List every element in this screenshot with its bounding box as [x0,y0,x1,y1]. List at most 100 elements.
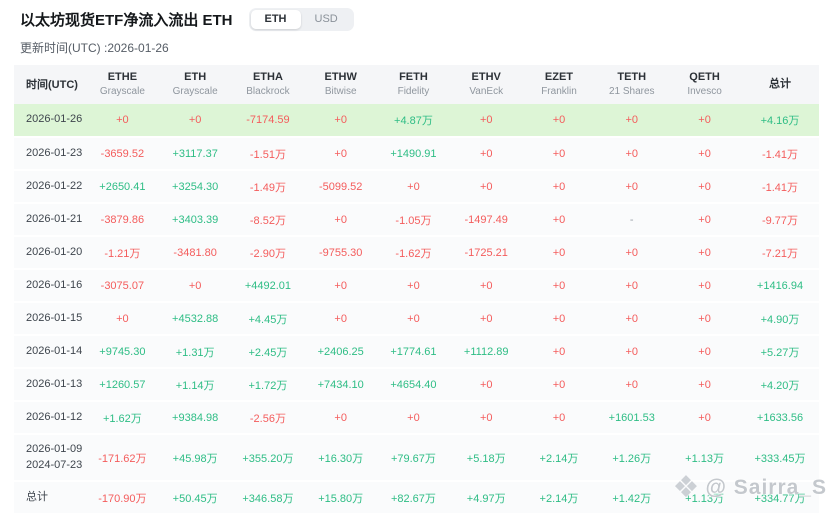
column-header-EZET: EZET Franklin [523,65,596,104]
flow-value-cell: +1416.94 [741,269,819,304]
flow-value-cell: +0 [304,203,378,238]
flow-value-cell: +0 [668,137,741,172]
flow-value-cell: +355.20万 [231,434,305,483]
flow-value-cell: -3659.52 [86,137,159,172]
flow-value-cell: +1.13万 [668,481,741,515]
flow-value-cell: +0 [522,401,596,436]
flow-value-cell: +0 [449,104,523,139]
flow-value-cell: -2.56万 [231,401,305,436]
table-row: 2026-01-16 -3075.07 +0 +4492.01 +0 +0 +0 +0 +0 +0… [14,269,819,304]
flow-value-cell: +1260.57 [86,368,159,403]
flow-value-cell: +9384.98 [158,401,232,436]
column-ticker: ETHW [324,71,357,83]
table-row: 2026-01-20 -1.21万 -3481.80 -2.90万 -9755.30 -1… [14,236,819,271]
flow-value-cell: +82.67万 [377,481,450,515]
flow-value-cell: -1.21万 [86,236,159,271]
column-header-FETH: FETH Fidelity [377,65,450,104]
flow-value-cell: +5.27万 [741,335,819,370]
column-ticker: ETHA [252,71,283,83]
flow-value-cell: +0 [449,401,523,436]
flow-value-cell: +7434.10 [304,368,378,403]
flow-value-cell: +4.20万 [741,368,819,403]
table-header-row: 时间(UTC) ETHE Grayscale ETH Grayscale ETHA Bla… [14,65,819,105]
flow-value-cell: +0 [304,104,378,139]
column-issuer: Bitwise [324,86,357,98]
column-ticker: QETH [689,71,720,83]
column-header-time: 时间(UTC) [26,79,78,92]
flow-value-cell: +0 [595,104,669,139]
flow-value-cell: -9.77万 [741,203,819,238]
flow-value-cell: +9745.30 [86,335,159,370]
row-date: 2026-01-15 [14,302,86,337]
column-header-ETH: ETH Grayscale [159,65,232,104]
toggle-eth-button[interactable]: ETH [250,10,301,29]
flow-value-cell: +1.72万 [231,368,305,403]
flow-value-cell: +0 [449,368,523,403]
flow-value-cell: -7.21万 [741,236,819,271]
column-issuer: Fidelity [397,86,430,98]
flow-value-cell: +346.58万 [231,481,305,515]
flow-value-cell: +0 [86,104,159,139]
flow-value-cell: +1490.91 [377,137,450,172]
table-row: 2026-01-23 -3659.52 +3117.37 -1.51万 +0 +1490.… [14,137,819,172]
column-issuer: Blackrock [246,86,290,98]
flow-value-cell: +1.42万 [595,481,669,515]
column-issuer: VanEck [469,86,504,98]
flow-value-cell: +3403.39 [158,203,232,238]
column-header-总计: 总计 [741,65,819,104]
row-date: 2026-01-12 [14,401,86,436]
flow-value-cell: -5099.52 [304,170,378,205]
flow-value-cell: +5.18万 [449,434,523,483]
flow-value-cell: +79.67万 [377,434,450,483]
toggle-usd-button[interactable]: USD [301,10,352,29]
flow-value-cell: +0 [668,269,741,304]
flow-value-cell: +2.14万 [522,481,596,515]
row-date: 2026-01-22 [14,170,86,205]
row-date: 2026-01-13 [14,368,86,403]
flow-value-cell: +0 [304,269,378,304]
unit-toggle: ETH USD [248,8,354,31]
flow-value-cell: +0 [595,170,669,205]
flow-value-cell: -1725.21 [449,236,523,271]
row-date: 2026-01-21 [14,203,86,238]
flow-value-cell: -170.90万 [86,481,159,515]
flow-value-cell: +0 [595,368,669,403]
flow-value-cell: +0 [449,302,523,337]
flow-value-cell: +4654.40 [377,368,450,403]
flow-value-cell: +4492.01 [231,269,305,304]
column-issuer: Invesco [687,86,722,98]
flow-value-cell: +4532.88 [158,302,232,337]
flow-value-cell: +0 [377,302,450,337]
flow-value-cell: +0 [449,269,523,304]
flow-value-cell: +4.90万 [741,302,819,337]
flow-value-cell: +0 [595,335,669,370]
flow-value-cell: +0 [595,269,669,304]
column-header-ETHA: ETHA Blackrock [232,65,305,104]
flow-value-cell: +0 [522,203,596,238]
column-ticker: FETH [399,71,428,83]
row-date: 2026-01-26 [14,104,86,139]
flow-value-cell: +0 [449,137,523,172]
flow-value-cell: +1.26万 [595,434,669,483]
flow-value-cell: +0 [158,104,232,139]
column-header-ETHW: ETHW Bitwise [304,65,377,104]
flow-value-cell: +0 [522,137,596,172]
table-row: 2026-01-13 +1260.57 +1.14万 +1.72万 +7434.10 +4… [14,368,819,403]
flow-value-cell: +1601.53 [595,401,669,436]
flow-value-cell: +2650.41 [86,170,159,205]
flow-value-cell: +0 [158,269,232,304]
column-ticker: 总计 [769,78,791,90]
flow-value-cell: +2.14万 [522,434,596,483]
flow-value-cell: -1.05万 [377,203,450,238]
flow-value-cell: -1.62万 [377,236,450,271]
flow-value-cell: +0 [522,368,596,403]
table-row: 2026-01-12 +1.62万 +9384.98 -2.56万 +0 +0 +0 +0 +1… [14,401,819,436]
flow-value-cell: +0 [522,302,596,337]
table-row: 2026-01-21 -3879.86 +3403.39 -8.52万 +0 -1.05万… [14,203,819,238]
flow-value-cell: +333.45万 [741,434,819,483]
flow-value-cell: +0 [668,236,741,271]
flow-value-cell: +0 [668,302,741,337]
total-row: 总计 -170.90万 +50.45万 +346.58万 +15.80万 +82.67万 +… [14,481,819,515]
flow-value-cell: +1.14万 [158,368,232,403]
